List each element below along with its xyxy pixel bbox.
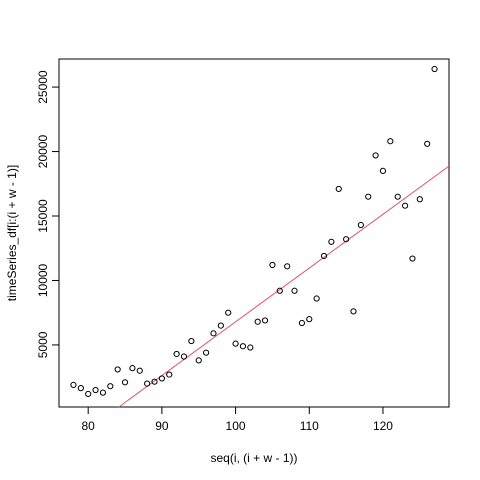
data-points (70, 65, 438, 398)
data-point (343, 236, 350, 243)
data-point (99, 389, 107, 396)
data-point (158, 375, 165, 382)
y-axis-label: timeSeries_df[i:(i + w - 1)] (5, 165, 19, 301)
data-point (202, 349, 210, 356)
x-tick-label: 110 (300, 419, 319, 433)
data-point (291, 287, 298, 294)
data-point (114, 366, 121, 373)
data-point (136, 367, 143, 374)
data-point (276, 287, 283, 294)
x-tick-label: 100 (226, 419, 246, 433)
data-point (239, 343, 247, 350)
data-point (217, 322, 224, 329)
data-point (284, 263, 291, 270)
data-point (144, 380, 151, 387)
data-point (350, 308, 357, 315)
data-point (387, 138, 394, 145)
data-point (335, 185, 342, 193)
data-point (320, 252, 328, 260)
data-point (416, 196, 423, 203)
data-point (92, 386, 99, 394)
data-point (225, 309, 232, 316)
y-tick-label: 15000 (36, 199, 50, 233)
data-point (394, 193, 401, 200)
data-point (365, 193, 372, 200)
data-point (401, 202, 409, 209)
x-tick-label: 90 (155, 419, 169, 433)
data-point (269, 261, 276, 269)
y-tick-label: 25000 (36, 70, 50, 104)
data-point (372, 152, 379, 159)
data-point (379, 167, 387, 174)
data-point (166, 371, 173, 378)
x-axis-label: seq(i, (i + w - 1)) (210, 451, 297, 465)
data-point (232, 340, 239, 347)
data-point (70, 381, 77, 388)
data-point (85, 390, 92, 398)
data-point (306, 316, 313, 323)
plot-frame (58, 58, 450, 408)
data-point (173, 350, 180, 358)
data-point (151, 378, 158, 385)
data-point (129, 365, 136, 372)
x-axis: 80 90 100 110 120 (82, 406, 393, 433)
data-point (298, 319, 306, 327)
y-axis: 5000 10000 15000 20000 25000 (36, 70, 60, 358)
data-point (77, 385, 84, 392)
y-tick-label: 10000 (36, 263, 50, 297)
data-point (107, 383, 114, 390)
data-point (328, 238, 335, 245)
regression-line (118, 165, 450, 408)
data-point (313, 295, 320, 302)
x-tick-label: 120 (373, 419, 393, 433)
data-point (195, 357, 202, 364)
data-point (261, 317, 269, 324)
data-point (424, 140, 431, 147)
data-point (254, 318, 261, 325)
data-point (210, 330, 217, 337)
data-point (409, 255, 416, 262)
data-point (247, 344, 254, 351)
y-tick-label: 20000 (36, 135, 50, 169)
data-point (431, 65, 438, 73)
data-point (357, 221, 364, 229)
data-point (121, 379, 129, 386)
data-point (180, 353, 188, 360)
data-point (188, 337, 195, 345)
x-tick-label: 80 (82, 419, 96, 433)
y-tick-label: 5000 (36, 331, 50, 358)
